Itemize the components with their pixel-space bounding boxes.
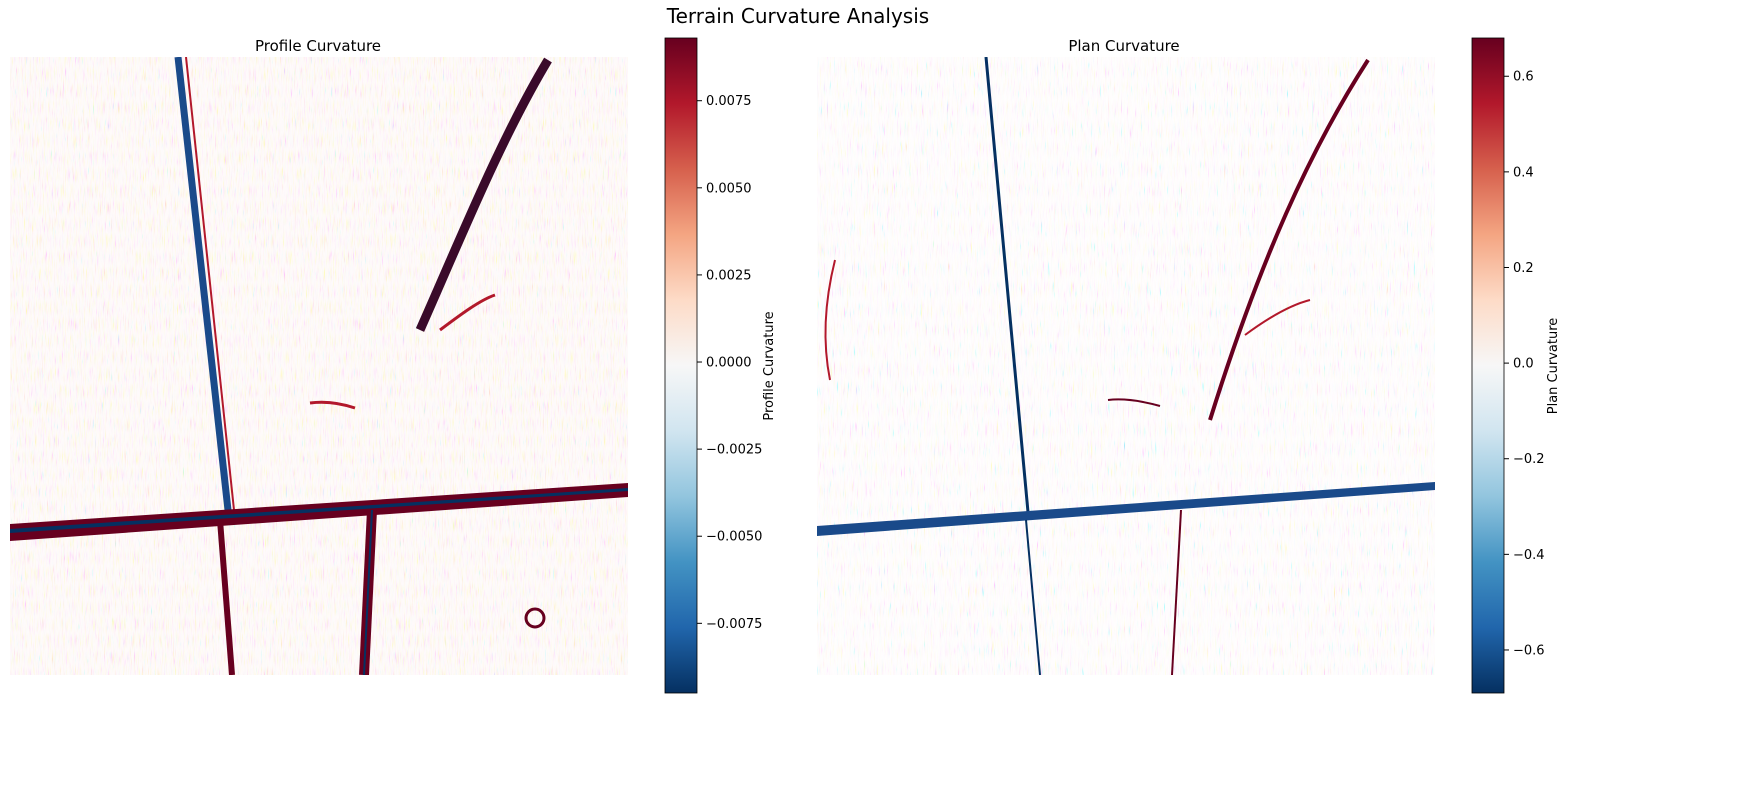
colorbar-tick-label: 0.4 (1513, 165, 1534, 180)
feature-ridge-branch (439, 293, 496, 332)
figure-title: Terrain Curvature Analysis (666, 4, 929, 28)
colorbar-gradient-profile (664, 37, 698, 694)
colorbar-tick-label: −0.0050 (706, 530, 762, 545)
heatmap-profile-curvature (10, 57, 628, 675)
colorbar-tick-label: 0.0 (1513, 357, 1534, 372)
colorbar-profile: 0.0075 0.0050 0.0025 0.0000 −0.0025 −0.0050 −0… (664, 37, 777, 694)
colorbar-ticks-plan: 0.6 0.4 0.2 0.0 −0.2 −0.4 −0.6 (1504, 70, 1545, 658)
feature-small-ridge (309, 400, 356, 410)
panel-title-profile: Profile Curvature (255, 37, 381, 55)
feature-road-lower-center-plan (1171, 509, 1182, 675)
feature-road-horizontal-plan (817, 482, 1435, 536)
feature-road-horizontal-core (10, 488, 628, 533)
feature-road-lower-center-core (363, 509, 373, 675)
feature-ridge (415, 57, 552, 332)
panel-profile-curvature: Profile Curvature 0.00750.00500.00250.00… (10, 37, 777, 694)
feature-road-diagonal (174, 57, 232, 511)
feature-knot (524, 607, 546, 629)
heatmap-texture-profile (10, 57, 628, 675)
feature-road-diagonal-edge (185, 57, 235, 511)
colorbar-label-plan: Plan Curvature (1546, 318, 1561, 415)
feature-road-diagonal-plan (984, 57, 1030, 513)
heatmap-plan-curvature (817, 57, 1435, 675)
colorbar-tick-label: 0.2 (1513, 261, 1534, 276)
feature-road-lower-left-plan (1025, 519, 1041, 675)
colorbar-tick-label: −0.2 (1513, 452, 1545, 467)
colorbar-tick-label: 0.0025 (706, 268, 752, 283)
colorbar-tick-label: 0.6 (1513, 70, 1534, 85)
colorbar-plan: 0.6 0.4 0.2 0.0 −0.2 −0.4 −0.6 Plan Curvature (1471, 37, 1561, 694)
feature-ridge-branch-plan (1244, 299, 1311, 336)
panel-plan-curvature: Plan Curvature 0.6 0.4 0.2 0.0 −0.2 −0.4 −0.6 … (817, 37, 1561, 694)
colorbar-tick-label: 0.0075 (706, 94, 752, 109)
heatmap-texture-plan (817, 57, 1435, 675)
colorbar-tick-label: −0.6 (1513, 643, 1545, 658)
colorbar-tick-label: −0.0025 (706, 443, 762, 458)
feature-left-ridge-plan (824, 259, 836, 381)
colorbar-ticks-profile: 0.0075 0.0050 0.0025 0.0000 −0.0025 −0.0050 −0… (697, 94, 762, 632)
feature-ridge-plan (1208, 58, 1370, 421)
feature-small-ridge-plan (1107, 398, 1161, 407)
colorbar-gradient-plan (1471, 37, 1505, 694)
colorbar-tick-label: 0.0000 (706, 356, 752, 371)
feature-road-lower-left (217, 519, 235, 675)
colorbar-tick-label: 0.0050 (706, 181, 752, 196)
colorbar-label-profile: Profile Curvature (762, 311, 777, 420)
panel-title-plan: Plan Curvature (1068, 37, 1179, 55)
colorbar-tick-label: −0.4 (1513, 548, 1545, 563)
colorbar-tick-label: −0.0075 (706, 617, 762, 632)
